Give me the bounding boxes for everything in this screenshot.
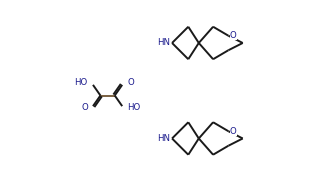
Text: O: O <box>230 31 237 40</box>
Text: O: O <box>82 103 88 112</box>
Text: HN: HN <box>157 134 170 143</box>
Text: O: O <box>230 127 237 136</box>
Text: HO: HO <box>74 79 87 87</box>
Text: HN: HN <box>157 38 170 48</box>
Text: O: O <box>127 79 134 87</box>
Text: HO: HO <box>127 103 141 112</box>
